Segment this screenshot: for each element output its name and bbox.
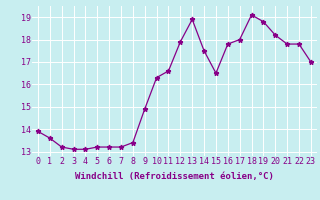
X-axis label: Windchill (Refroidissement éolien,°C): Windchill (Refroidissement éolien,°C) [75, 172, 274, 181]
